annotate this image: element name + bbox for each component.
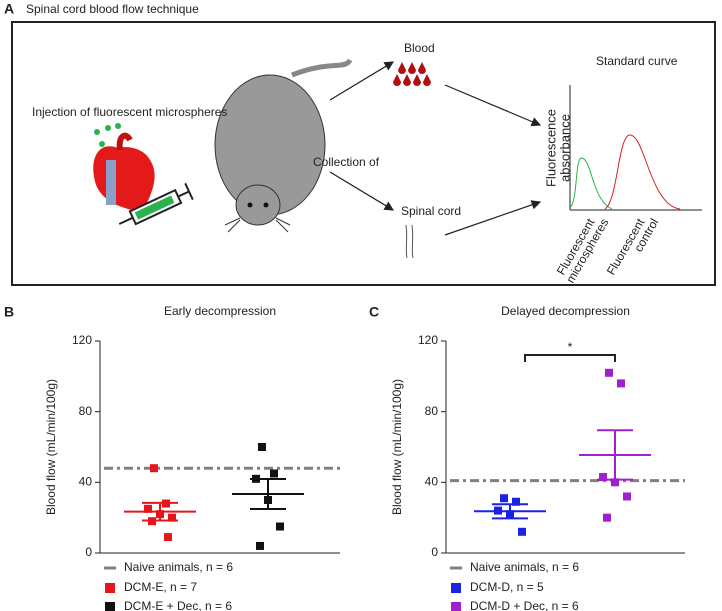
blood-drops <box>393 62 431 86</box>
mouse-head <box>235 184 281 226</box>
label: Injection of fluorescent microspheres <box>32 105 227 119</box>
legend-marker <box>105 602 115 611</box>
curve <box>569 157 613 210</box>
y-tick-label: 120 <box>72 333 92 347</box>
legend-label: DCM-E, n = 7 <box>124 580 197 594</box>
aorta <box>116 132 133 151</box>
panel-title: Spinal cord blood flow technique <box>26 2 199 16</box>
y-tick-label: 40 <box>425 475 439 489</box>
spinal-cord <box>405 224 414 259</box>
point <box>168 513 176 522</box>
arrows <box>329 61 542 236</box>
y-tick-label: 0 <box>85 545 92 559</box>
heart <box>93 146 155 212</box>
panel-label: C <box>369 304 379 320</box>
y-axis-label: Blood flow (mL/min/100g) <box>390 379 404 515</box>
whiskers <box>224 217 291 233</box>
point <box>611 478 619 487</box>
dot <box>115 123 121 129</box>
point <box>270 469 278 478</box>
y-tick-label: 0 <box>431 545 438 559</box>
vessel <box>106 160 116 205</box>
label: Collection of <box>313 155 380 169</box>
eye <box>247 202 253 208</box>
chart-title: Early decompression <box>164 304 276 318</box>
point <box>500 494 508 503</box>
y-tick-label: 40 <box>79 475 93 489</box>
label: Spinal cord <box>401 204 461 218</box>
dot <box>94 129 100 135</box>
frame <box>11 21 716 286</box>
annotation: * <box>568 340 573 354</box>
legend-label: Naive animals, n = 6 <box>470 560 579 574</box>
legend-label: DCM-E + Dec, n = 6 <box>124 599 232 611</box>
label: Blood <box>404 41 435 55</box>
legend-label: DCM-D + Dec, n = 6 <box>470 599 579 611</box>
legend-marker <box>451 583 461 593</box>
legend-label: DCM-D, n = 5 <box>470 580 544 594</box>
axis-label: Fluorescence <box>543 109 558 187</box>
point <box>512 497 520 506</box>
y-axis-label: Blood flow (mL/min/100g) <box>44 379 58 515</box>
panel-label: B <box>4 304 14 320</box>
legend-label: Naive animals, n = 6 <box>124 560 233 574</box>
point <box>258 443 266 451</box>
dot <box>105 125 111 131</box>
point <box>603 513 611 522</box>
tail <box>291 58 353 78</box>
point <box>605 368 613 377</box>
eye <box>263 202 269 208</box>
curve <box>604 134 681 210</box>
point <box>599 473 607 482</box>
point <box>256 541 264 550</box>
point <box>518 527 526 536</box>
chart-title: Delayed decompression <box>501 304 630 318</box>
point <box>617 379 625 388</box>
significance-bracket <box>524 354 616 362</box>
point <box>144 504 152 513</box>
point <box>164 533 172 542</box>
y-tick-label: 120 <box>418 333 438 347</box>
point <box>276 522 284 531</box>
dot <box>99 141 105 147</box>
panel-label: A <box>4 1 14 17</box>
label: Standard curve <box>596 54 678 68</box>
y-tick-label: 80 <box>425 404 439 418</box>
legend-marker <box>105 583 115 593</box>
point <box>150 464 158 473</box>
legend-marker <box>451 602 461 611</box>
point <box>623 492 631 501</box>
syringe <box>118 182 194 226</box>
axis-label: absorbance <box>557 114 572 182</box>
y-tick-label: 80 <box>79 404 93 418</box>
